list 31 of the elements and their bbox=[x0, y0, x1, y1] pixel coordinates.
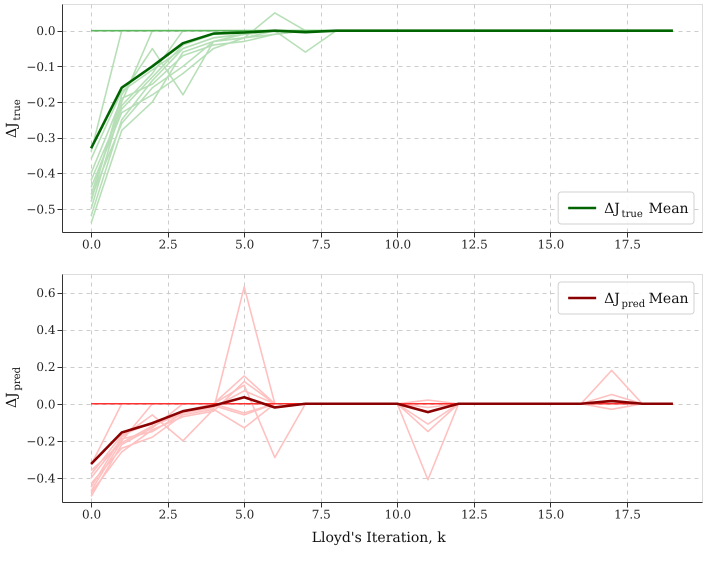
x-tick-label: 0.0 bbox=[82, 238, 102, 252]
y-tick-label: −0.4 bbox=[26, 471, 56, 486]
x-tick-label: 2.5 bbox=[158, 238, 178, 252]
x-tick-label: 15.0 bbox=[538, 508, 564, 522]
x-tick-label: 10.0 bbox=[384, 238, 412, 252]
x-tick-label: 2.5 bbox=[158, 508, 178, 522]
x-tick-label: 5.0 bbox=[235, 238, 254, 252]
y-tick-label: −0.2 bbox=[26, 434, 56, 448]
x-tick-label: 17.5 bbox=[614, 508, 641, 522]
x-tick-label: 17.5 bbox=[614, 238, 641, 252]
y-tick-label: 0.6 bbox=[36, 286, 56, 300]
x-axis-title: Lloyd's Iteration, k bbox=[312, 530, 446, 546]
y-tick-label: −0.1 bbox=[26, 60, 56, 74]
x-tick-label: 7.5 bbox=[312, 508, 331, 522]
y-tick-label: 0.2 bbox=[36, 360, 56, 374]
x-tick-label: 0.0 bbox=[82, 508, 102, 522]
y-tick-label: −0.2 bbox=[26, 95, 56, 110]
x-tick-label: 7.5 bbox=[312, 238, 331, 252]
y-tick-label: 0.4 bbox=[36, 323, 56, 338]
x-tick-label: 12.5 bbox=[461, 508, 488, 522]
y-axis-title: ΔJpred bbox=[4, 366, 24, 408]
y-tick-label: −0.4 bbox=[26, 166, 56, 181]
y-tick-label: −0.3 bbox=[26, 131, 56, 146]
y-tick-label: −0.5 bbox=[26, 202, 56, 216]
x-tick-label: 10.0 bbox=[384, 508, 412, 522]
y-tick-label: 0.0 bbox=[36, 397, 56, 412]
x-tick-label: 12.5 bbox=[461, 238, 488, 252]
y-tick-label: 0.0 bbox=[36, 24, 56, 38]
x-tick-label: 5.0 bbox=[235, 508, 254, 522]
y-axis-title: ΔJtrue bbox=[4, 99, 24, 138]
x-tick-label: 15.0 bbox=[538, 238, 564, 252]
